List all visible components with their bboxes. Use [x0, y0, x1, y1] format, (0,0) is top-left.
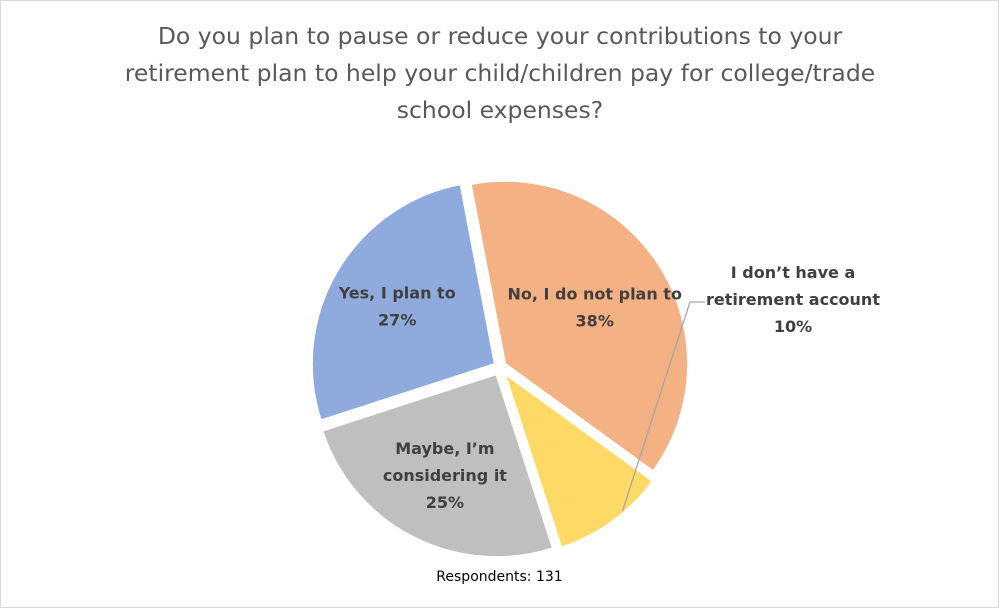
pie-slice-yes: [310, 183, 496, 422]
leader-line-no-retirement-account: [621, 301, 705, 512]
data-label-maybe: Maybe, I’m considering it 25%: [383, 439, 507, 512]
pie-slice-maybe: [321, 372, 555, 559]
data-label-yes: Yes, I plan to 27%: [338, 284, 456, 330]
chart-title: Do you plan to pause or reduce your cont…: [124, 22, 876, 124]
pie-slice-no-retirement-account: [502, 370, 655, 549]
respondents-note: Respondents: 131: [436, 569, 563, 585]
data-label-no-retirement-account: I don’t have a retirement account 10%: [706, 263, 880, 336]
pie-slice-no: [469, 179, 690, 473]
data-label-no: No, I do not plan to 38%: [507, 284, 682, 330]
